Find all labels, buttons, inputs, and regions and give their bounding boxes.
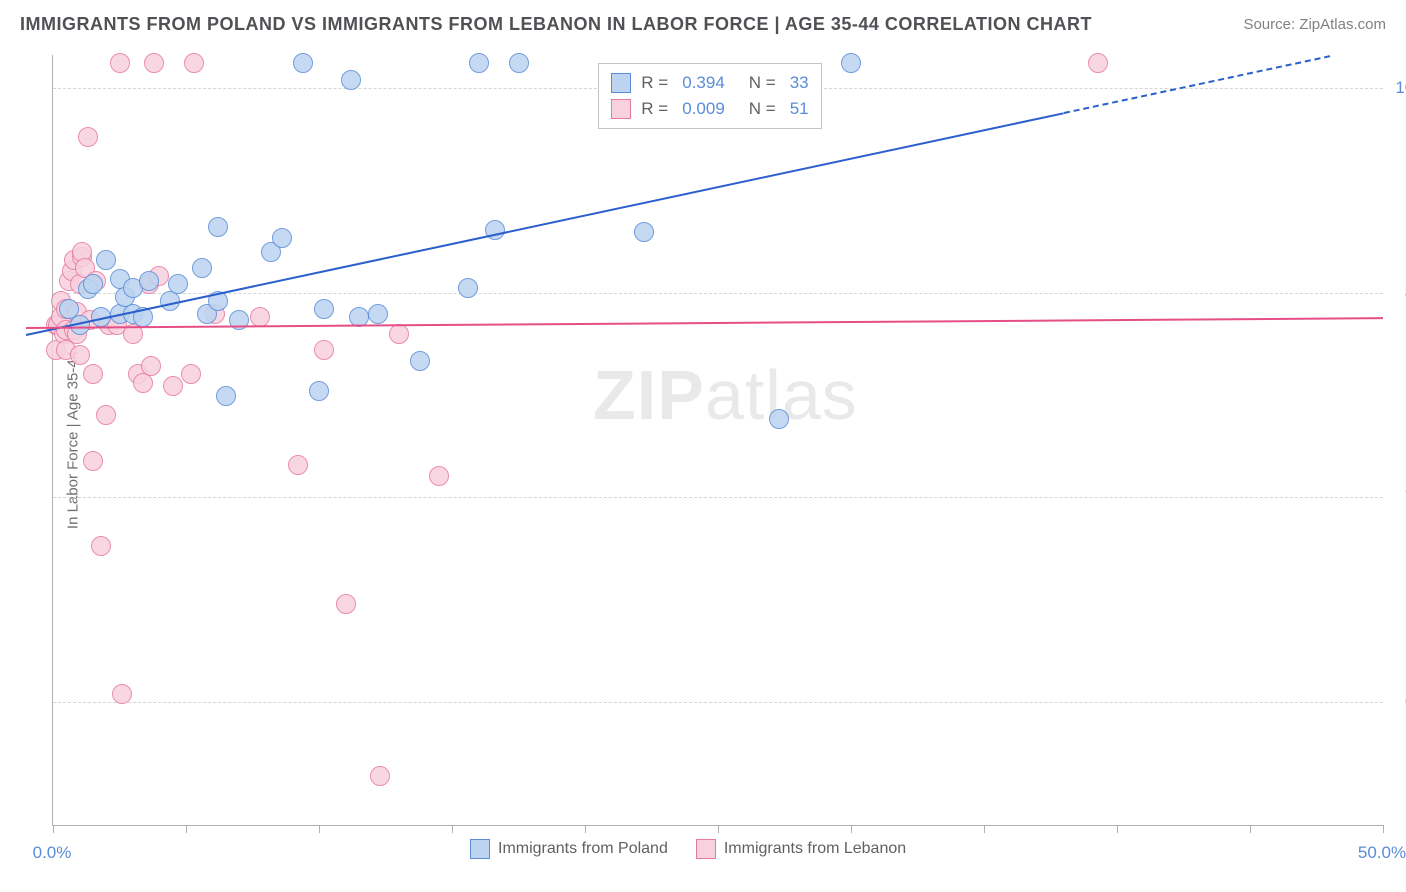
scatter-point xyxy=(83,274,103,294)
y-tick-label: 100.0% xyxy=(1391,78,1406,98)
scatter-point xyxy=(184,53,204,73)
scatter-point xyxy=(769,409,789,429)
scatter-point xyxy=(309,381,329,401)
y-axis-label: In Labor Force | Age 35-44 xyxy=(65,351,82,529)
scatter-point xyxy=(112,684,132,704)
scatter-point xyxy=(509,53,529,73)
legend-n-label: N = xyxy=(749,70,776,96)
scatter-point xyxy=(429,466,449,486)
legend-item: Immigrants from Poland xyxy=(470,839,668,859)
scatter-point xyxy=(288,455,308,475)
legend-n-value: 51 xyxy=(790,96,809,122)
scatter-point xyxy=(139,271,159,291)
source-label: Source: ZipAtlas.com xyxy=(1243,16,1386,33)
scatter-point xyxy=(293,53,313,73)
scatter-point xyxy=(410,351,430,371)
legend-r-label: R = xyxy=(641,70,668,96)
watermark: ZIPatlas xyxy=(593,355,858,435)
trend-line xyxy=(26,112,1064,336)
scatter-point xyxy=(96,405,116,425)
legend-row: R = 0.009 N = 51 xyxy=(611,96,808,122)
scatter-point xyxy=(96,250,116,270)
grid-line xyxy=(53,293,1383,294)
scatter-point xyxy=(341,70,361,90)
scatter-point xyxy=(272,228,292,248)
legend-swatch xyxy=(611,73,631,93)
scatter-point xyxy=(144,53,164,73)
x-tick xyxy=(1117,825,1118,833)
scatter-point xyxy=(70,345,90,365)
scatter-point xyxy=(634,222,654,242)
scatter-point xyxy=(250,307,270,327)
scatter-point xyxy=(368,304,388,324)
legend-swatch xyxy=(696,839,716,859)
scatter-point xyxy=(181,364,201,384)
y-tick-label: 62.5% xyxy=(1391,692,1406,712)
x-tick xyxy=(319,825,320,833)
x-tick-label: 0.0% xyxy=(33,843,72,863)
scatter-point xyxy=(336,594,356,614)
scatter-point xyxy=(389,324,409,344)
scatter-point xyxy=(163,376,183,396)
x-tick xyxy=(53,825,54,833)
scatter-point xyxy=(192,258,212,278)
scatter-point xyxy=(370,766,390,786)
scatter-point xyxy=(91,536,111,556)
scatter-point xyxy=(1088,53,1108,73)
legend-label: Immigrants from Lebanon xyxy=(724,840,906,858)
legend-item: Immigrants from Lebanon xyxy=(696,839,906,859)
grid-line xyxy=(53,702,1383,703)
scatter-point xyxy=(78,127,98,147)
legend-label: Immigrants from Poland xyxy=(498,840,668,858)
legend-n-value: 33 xyxy=(790,70,809,96)
x-tick xyxy=(718,825,719,833)
y-tick-label: 75.0% xyxy=(1391,487,1406,507)
legend-row: R = 0.394 N = 33 xyxy=(611,70,808,96)
scatter-point xyxy=(458,278,478,298)
correlation-legend: R = 0.394 N = 33 R = 0.009 N = 51 xyxy=(598,63,821,129)
x-tick-label: 50.0% xyxy=(1358,843,1406,863)
x-tick xyxy=(1250,825,1251,833)
scatter-point xyxy=(208,217,228,237)
legend-swatch xyxy=(611,99,631,119)
scatter-point xyxy=(168,274,188,294)
x-tick xyxy=(984,825,985,833)
plot-area: ZIPatlas In Labor Force | Age 35-44 62.5… xyxy=(52,55,1383,826)
scatter-point xyxy=(841,53,861,73)
scatter-point xyxy=(314,340,334,360)
x-tick xyxy=(585,825,586,833)
y-tick-label: 87.5% xyxy=(1391,283,1406,303)
chart-title: IMMIGRANTS FROM POLAND VS IMMIGRANTS FRO… xyxy=(20,14,1092,35)
legend-r-value: 0.009 xyxy=(682,96,725,122)
grid-line xyxy=(53,497,1383,498)
x-tick xyxy=(1383,825,1384,833)
scatter-point xyxy=(83,364,103,384)
legend-swatch xyxy=(470,839,490,859)
x-tick xyxy=(186,825,187,833)
legend-r-value: 0.394 xyxy=(682,70,725,96)
scatter-point xyxy=(83,451,103,471)
legend-n-label: N = xyxy=(749,96,776,122)
scatter-point xyxy=(314,299,334,319)
chart-container: IMMIGRANTS FROM POLAND VS IMMIGRANTS FRO… xyxy=(0,0,1406,892)
scatter-point xyxy=(110,53,130,73)
scatter-point xyxy=(141,356,161,376)
x-tick xyxy=(452,825,453,833)
series-legend: Immigrants from Poland Immigrants from Le… xyxy=(470,839,906,859)
x-tick xyxy=(851,825,852,833)
scatter-point xyxy=(216,386,236,406)
legend-r-label: R = xyxy=(641,96,668,122)
title-bar: IMMIGRANTS FROM POLAND VS IMMIGRANTS FRO… xyxy=(20,14,1386,35)
scatter-point xyxy=(469,53,489,73)
